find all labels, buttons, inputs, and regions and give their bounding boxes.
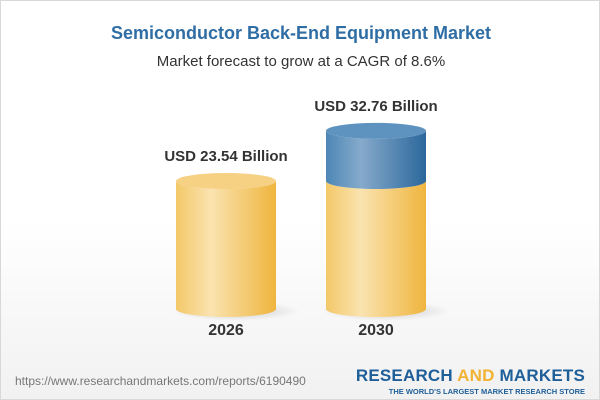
data-label-2026: USD 23.54 Billion: [164, 148, 287, 165]
cylinder-body-2026: [176, 181, 276, 317]
logo-word-markets: MARKETS: [494, 366, 585, 385]
chart-subtitle: Market forecast to grow at a CAGR of 8.6…: [156, 53, 446, 70]
research-and-markets-logo: RESEARCH AND MARKETS THE WORLD'S LARGEST…: [356, 366, 585, 396]
category-label-2030: 2030: [358, 322, 394, 339]
logo-tagline: THE WORLD'S LARGEST MARKET RESEARCH STOR…: [388, 387, 585, 396]
logo-word-research: RESEARCH: [355, 366, 458, 385]
logo-word-and: AND: [457, 366, 495, 385]
cylinder-chart: USD 23.54 Billion USD 32.76 Billion 2026…: [164, 98, 450, 339]
report-url[interactable]: https://www.researchandmarkets.com/repor…: [15, 374, 306, 388]
cylinder-growth-segment-2030: [326, 130, 426, 189]
cylinder-base-segment-2030: [326, 181, 426, 317]
category-label-2026: 2026: [208, 322, 244, 339]
cylinder-top-2030: [326, 122, 426, 139]
chart-title: Semiconductor Back-End Equipment Market: [110, 23, 492, 43]
cylinder-top-2026: [176, 173, 276, 189]
data-label-2030: USD 32.76 Billion: [314, 98, 437, 115]
